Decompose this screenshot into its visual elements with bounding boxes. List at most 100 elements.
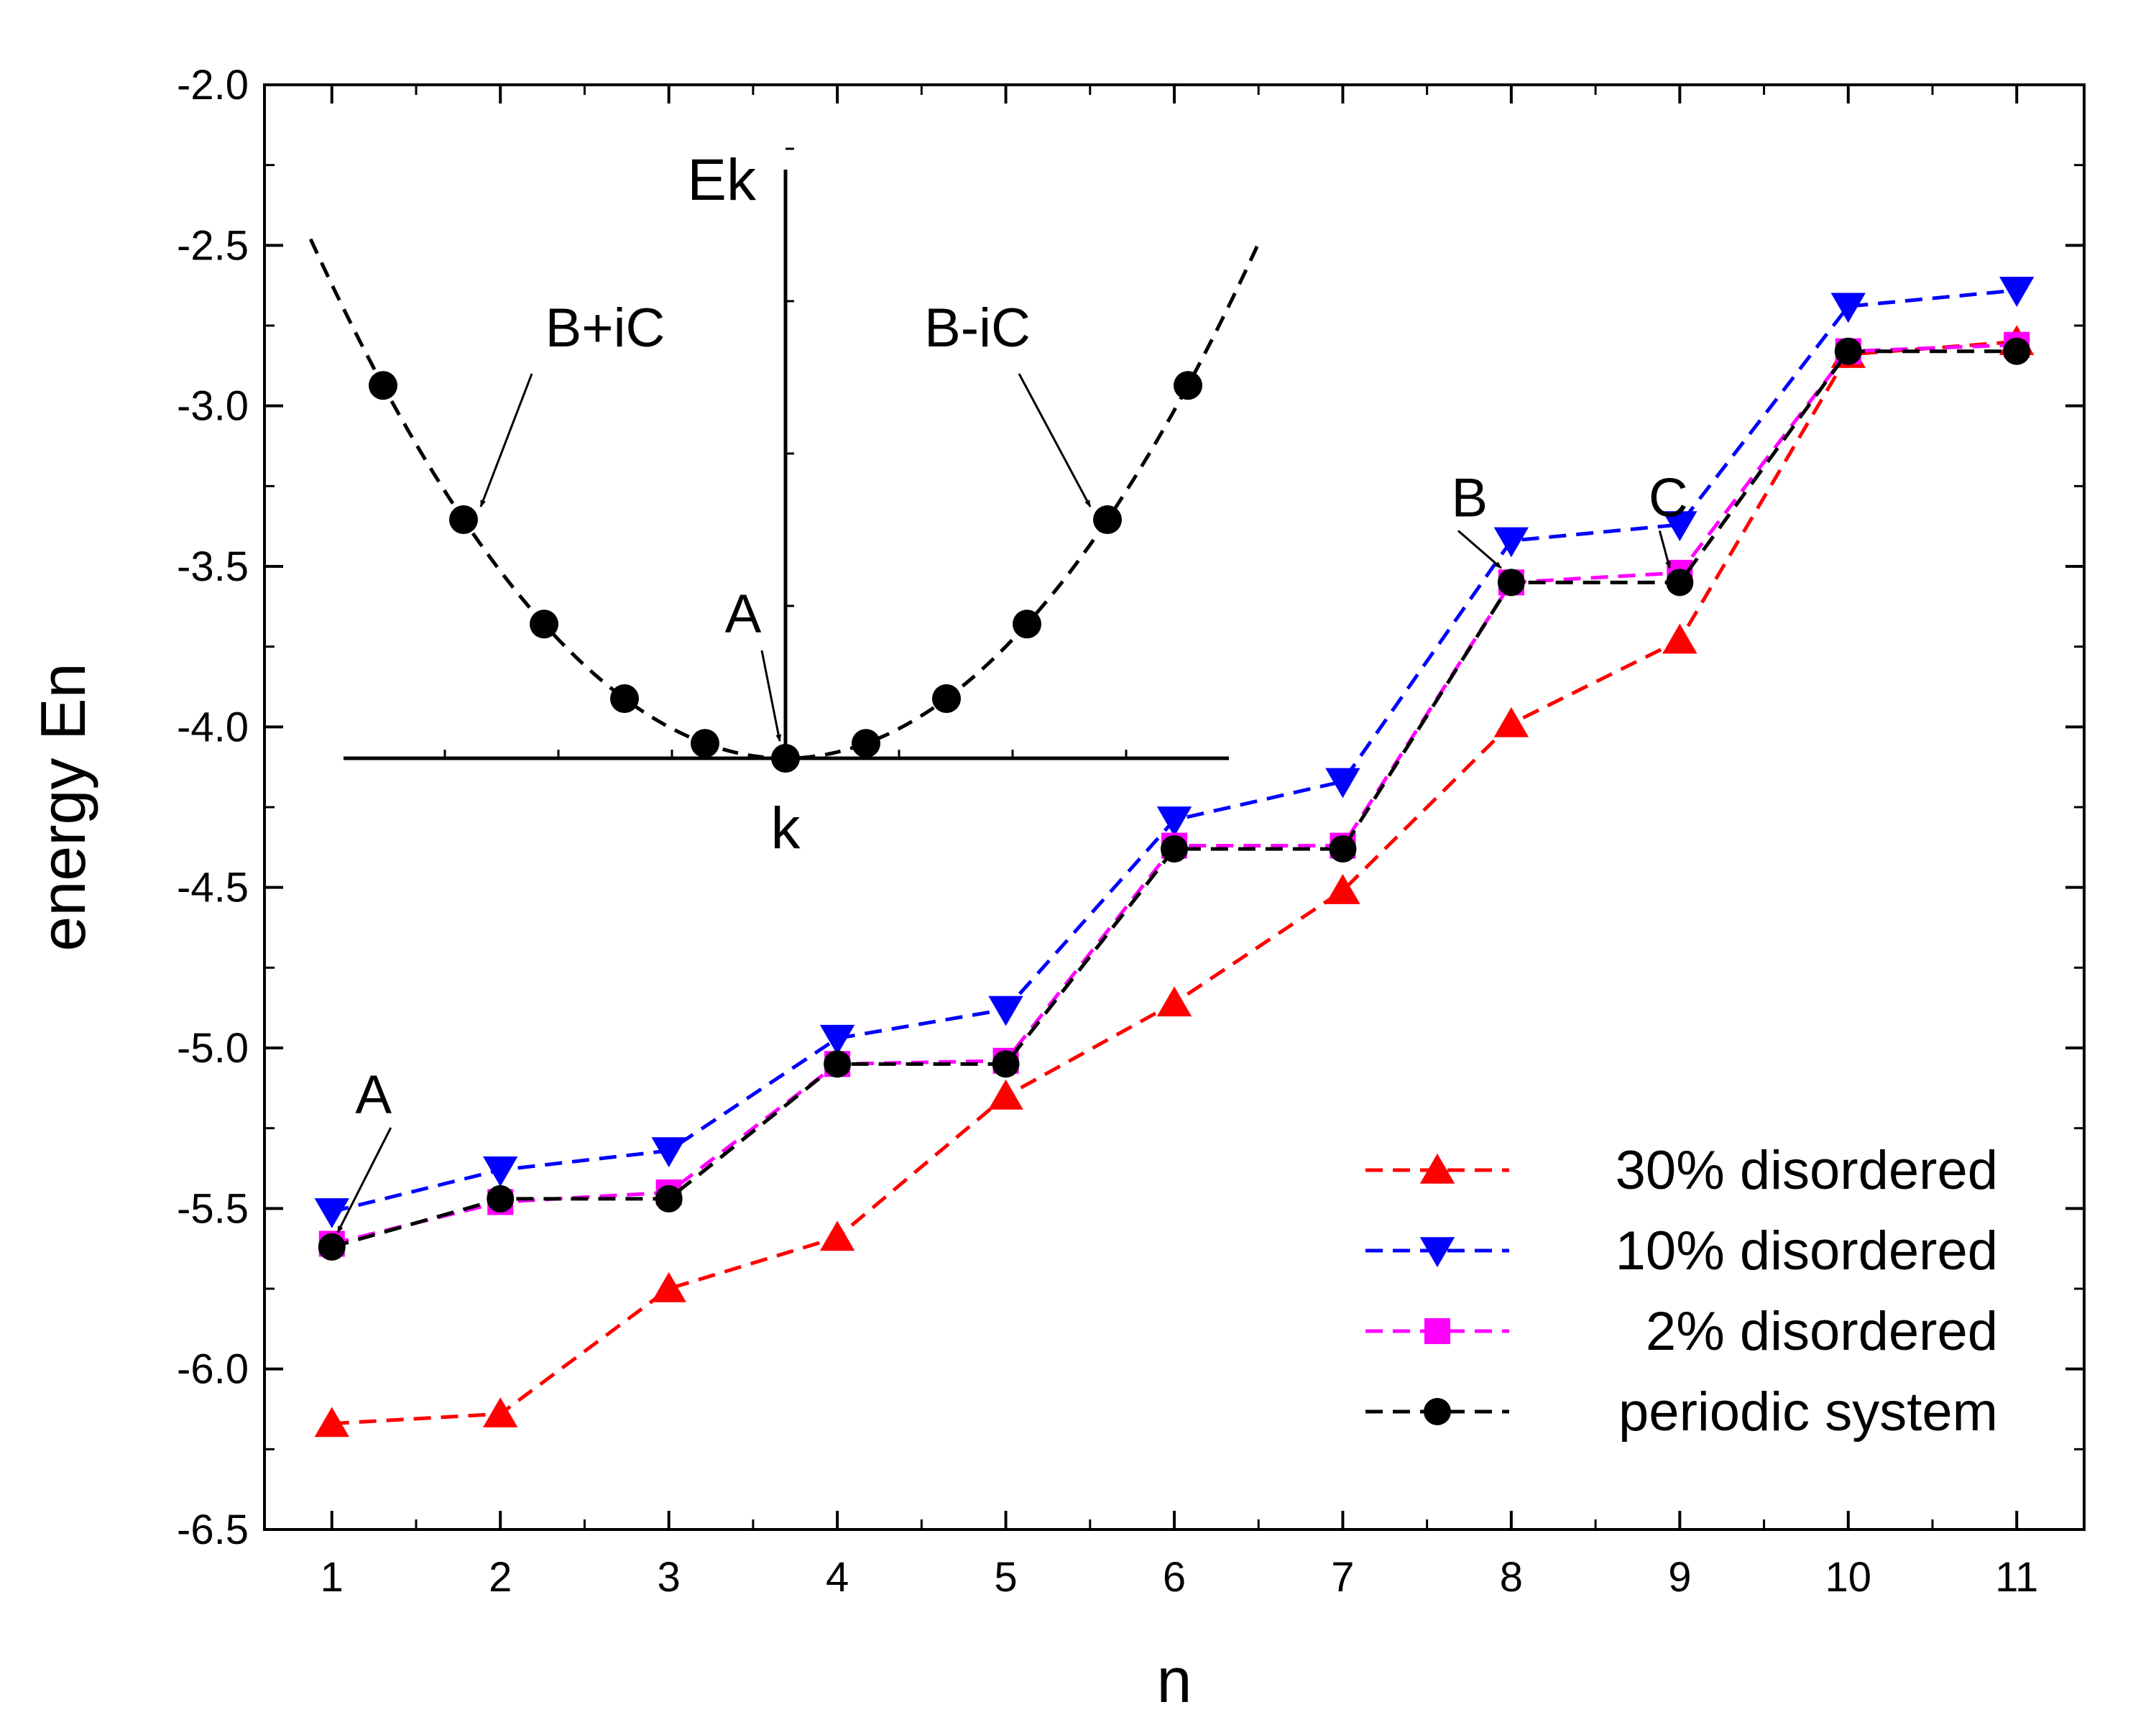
series-layer — [314, 277, 2035, 1438]
data-point — [1493, 527, 1529, 558]
y-tick-label: -4.0 — [177, 704, 249, 750]
data-point — [1662, 511, 1697, 542]
inset-point — [369, 371, 397, 400]
x-tick-label: 5 — [994, 1554, 1017, 1601]
legend-label: 10% disordered — [1616, 1220, 1998, 1282]
data-point — [314, 1198, 349, 1228]
inset-annotation: A — [725, 584, 762, 645]
legend-entry: periodic system — [1365, 1381, 1998, 1443]
y-tick-label: -3.5 — [177, 543, 249, 590]
data-point — [487, 1184, 515, 1213]
data-point — [819, 1220, 855, 1251]
inset-point — [691, 729, 719, 758]
data-point — [992, 1050, 1020, 1078]
inset-annotation: B+iC — [545, 298, 665, 359]
data-point — [1662, 623, 1697, 654]
legend-entry: 30% disordered — [1365, 1140, 1998, 1201]
data-point — [318, 1233, 346, 1261]
inset-point — [1174, 371, 1202, 400]
y-tick-label: -6.0 — [177, 1346, 249, 1393]
legend-entry: 10% disordered — [1365, 1220, 1998, 1282]
data-point — [483, 1397, 518, 1427]
inset-point — [449, 505, 478, 534]
data-point — [1156, 806, 1192, 837]
y-tick-label: -2.0 — [177, 62, 249, 109]
x-tick-label: 3 — [658, 1554, 681, 1601]
data-point — [1325, 768, 1360, 799]
x-tick-label: 11 — [1995, 1554, 2038, 1601]
x-tick-label: 9 — [1668, 1554, 1691, 1601]
series-line — [331, 349, 2017, 1249]
data-point — [1497, 569, 1525, 597]
series-line — [331, 288, 2017, 1214]
annotation-a: A — [355, 1064, 392, 1126]
annotation-arrow — [1457, 530, 1502, 569]
data-point — [1161, 835, 1188, 863]
data-point — [988, 1079, 1023, 1110]
legend-entry: 2% disordered — [1365, 1301, 1998, 1362]
data-point — [651, 1137, 686, 1168]
inset-annotation: B-iC — [924, 298, 1031, 359]
data-point — [2003, 337, 2031, 365]
inset-point — [771, 744, 800, 773]
annotation-arrow — [1658, 530, 1671, 569]
inset-point — [610, 684, 639, 713]
annotation-arrow — [336, 1127, 392, 1233]
inset-annotation-arrow — [479, 373, 533, 507]
y-tick-label: -2.5 — [177, 222, 249, 269]
y-tick-label: -5.5 — [177, 1185, 249, 1232]
legend-label: 2% disordered — [1646, 1301, 1998, 1362]
inset-point — [1013, 610, 1041, 639]
data-point — [1830, 293, 1866, 323]
legend-label: periodic system — [1618, 1381, 1998, 1443]
data-point — [819, 1024, 855, 1055]
data-point — [1834, 337, 1862, 365]
y-tick-label: -4.5 — [177, 865, 249, 911]
inset-point — [852, 729, 880, 758]
legend: 30% disordered 10% disordered 2% disordere… — [1365, 1140, 1998, 1443]
inset-e-label: Ek — [687, 147, 757, 213]
legend-label: 30% disordered — [1616, 1140, 1998, 1201]
data-point — [1493, 707, 1529, 737]
y-tick-label: -6.5 — [177, 1506, 249, 1553]
x-tick-label: 7 — [1331, 1554, 1354, 1601]
data-point — [824, 1050, 852, 1078]
data-point — [314, 1407, 349, 1438]
legend-marker — [1424, 1317, 1451, 1345]
inset-k-label: k — [771, 796, 801, 861]
data-point — [655, 1184, 683, 1213]
series-2-disordered — [318, 331, 2030, 1257]
series-line — [331, 343, 2017, 1246]
series-periodic-system — [318, 337, 2031, 1261]
legend-marker — [1419, 1153, 1455, 1184]
inset-dispersion: Ek k A B+iC B-iC — [308, 147, 1263, 861]
y-axis-label: energy En — [27, 663, 98, 951]
inset-point — [932, 684, 961, 713]
data-point — [1999, 277, 2035, 307]
annotation-c: C — [1649, 467, 1688, 528]
x-axis-label: n — [1157, 1644, 1192, 1716]
y-tick-label: -5.0 — [177, 1025, 249, 1072]
legend-marker — [1424, 1398, 1451, 1425]
x-tick-label: 8 — [1500, 1554, 1523, 1601]
data-point — [1329, 835, 1357, 863]
y-tick-label: -3.0 — [177, 383, 249, 430]
annotations: A B C — [336, 467, 1688, 1233]
annotation-b: B — [1452, 467, 1488, 528]
inset-annotation-arrow — [760, 650, 782, 742]
x-tick-label: 1 — [321, 1554, 344, 1601]
data-point — [1325, 874, 1360, 904]
inset-annotation-arrow — [1018, 373, 1092, 507]
data-point — [988, 995, 1023, 1026]
series-10-disordered — [314, 277, 2035, 1228]
inset-point — [530, 610, 558, 639]
x-tick-label: 4 — [826, 1554, 849, 1601]
data-point — [483, 1156, 518, 1187]
x-tick-label: 6 — [1163, 1554, 1186, 1601]
inset-point — [1093, 505, 1122, 534]
data-point — [651, 1271, 686, 1302]
x-tick-label: 2 — [489, 1554, 512, 1601]
data-point — [1156, 986, 1192, 1017]
data-point — [1666, 569, 1694, 597]
